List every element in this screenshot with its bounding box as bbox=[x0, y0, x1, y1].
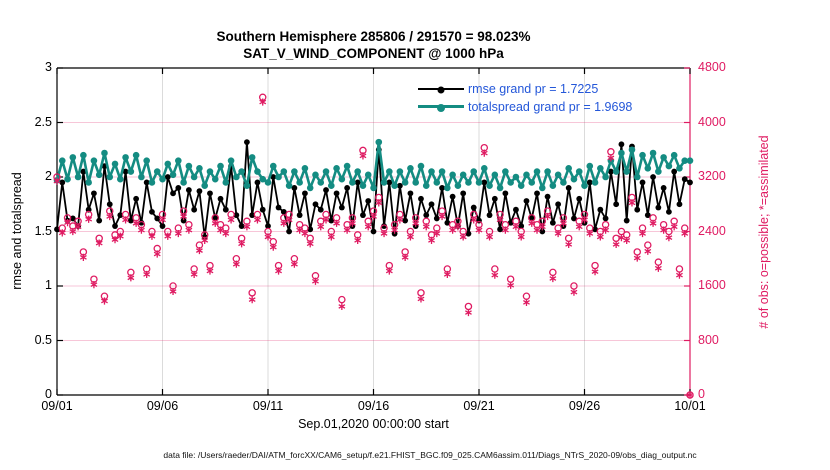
title-line1: Southern Hemisphere 285806 / 291570 = 98… bbox=[216, 29, 531, 44]
x-axis-label: Sep.01,2020 00:00:00 start bbox=[298, 417, 449, 431]
x-tick-label: 09/06 bbox=[146, 399, 179, 413]
x-tick-label: 09/26 bbox=[568, 399, 601, 413]
legend-label-totalspread: totalspread grand pr = 1.9698 bbox=[468, 99, 633, 114]
y-left-tick-label: 1 bbox=[45, 278, 52, 292]
y-left-tick-label: 1.5 bbox=[34, 223, 52, 238]
y-right-tick-label: 4000 bbox=[698, 114, 726, 129]
right-axis-label: # of obs: o=possible; *=assimilated bbox=[757, 135, 771, 329]
totalspread-dot-icon bbox=[437, 104, 445, 112]
rmse-dot-icon bbox=[437, 86, 445, 93]
y-right-tick-label: 1600 bbox=[698, 278, 726, 292]
y-right-tick-label: 4800 bbox=[698, 60, 726, 74]
totalspread-series bbox=[53, 138, 694, 192]
legend-label-rmse: rmse grand pr = 1.7225 bbox=[468, 81, 599, 96]
title-line2: SAT_V_WIND_COMPONENT @ 1000 hPa bbox=[243, 46, 504, 61]
y-right-tick-label: 2400 bbox=[698, 223, 726, 238]
x-tick-label: 09/01 bbox=[41, 399, 73, 413]
x-tick-label: 10/01 bbox=[674, 399, 706, 413]
y-left-tick-label: 2 bbox=[45, 169, 52, 183]
totalspread-line-sample-icon bbox=[418, 104, 464, 112]
legend-row-totalspread: totalspread grand pr = 1.9698 bbox=[418, 99, 632, 114]
y-left-tick-label: 3 bbox=[45, 60, 52, 74]
x-tick-label: 09/21 bbox=[463, 399, 495, 413]
legend-row-rmse: rmse grand pr = 1.7225 bbox=[418, 81, 632, 96]
y-right-tick-label: 0 bbox=[698, 387, 705, 401]
x-tick-label: 09/11 bbox=[252, 399, 284, 413]
y-left-tick-label: 2.5 bbox=[34, 114, 52, 129]
y-left-tick-label: 0.5 bbox=[34, 332, 52, 347]
y-right-tick-label: 800 bbox=[698, 332, 719, 347]
y-right-tick-label: 3200 bbox=[698, 169, 726, 183]
assimilated-markers bbox=[53, 98, 694, 399]
data-file-caption: data file: /Users/raeder/DAI/ATM_forcXX/… bbox=[163, 450, 697, 460]
grid-lines bbox=[57, 68, 690, 395]
y-left-tick-label: 0 bbox=[45, 387, 52, 401]
rmse-line-sample-icon bbox=[418, 86, 464, 93]
x-tick-label: 09/16 bbox=[357, 399, 390, 413]
legend: rmse grand pr = 1.7225 totalspread grand… bbox=[418, 81, 632, 114]
